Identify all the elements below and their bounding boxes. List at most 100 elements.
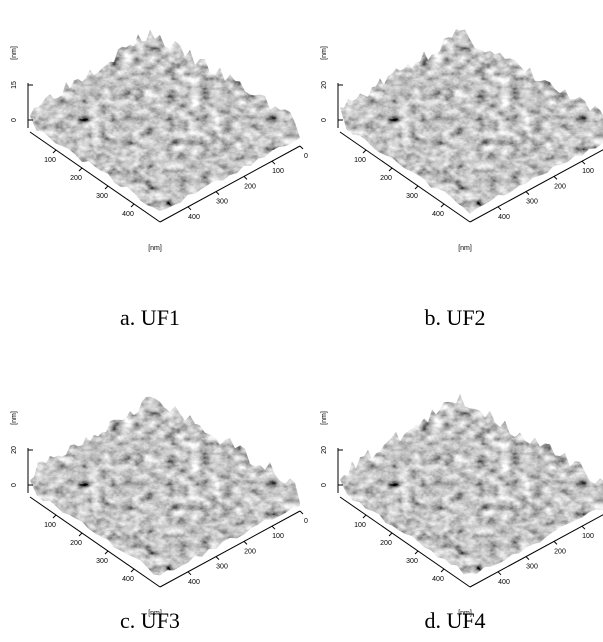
x-tick <box>52 514 57 519</box>
caption: d. UF4 <box>424 608 485 633</box>
z-tick-label: 0 <box>321 118 328 122</box>
y-tick-label: 100 <box>272 533 284 540</box>
y-tick <box>525 556 530 560</box>
x-tick <box>440 203 445 208</box>
z-tick-label: 0 <box>11 118 18 122</box>
z-unit: [nm] <box>321 46 328 60</box>
y-tick-label: 300 <box>526 199 538 206</box>
y-tick <box>581 160 586 165</box>
x-tick-label: 400 <box>432 211 444 218</box>
caption: a. UF1 <box>120 305 180 330</box>
y-tick-label: 200 <box>554 183 566 190</box>
axis <box>29 496 161 588</box>
axis <box>159 145 301 223</box>
afm-panel: 15 0 [nm] 100 200 300 400 0 100 200 300 400 [nm] <box>11 29 308 252</box>
x-tick-label: 300 <box>406 193 418 200</box>
x-tick-label: 200 <box>380 175 392 182</box>
caption: b. UF2 <box>424 305 485 330</box>
y-tick-label: 300 <box>526 564 538 571</box>
z-unit: [nm] <box>11 46 18 60</box>
xy-unit: [nm] <box>148 245 162 252</box>
x-tick-label: 200 <box>380 540 392 547</box>
z-tick-label: 20 <box>321 446 328 454</box>
y-tick-label: 400 <box>498 214 510 221</box>
surface <box>340 29 603 214</box>
x-tick <box>388 532 393 537</box>
x-tick <box>388 167 393 172</box>
surface <box>340 394 603 575</box>
y-tick-label: 400 <box>188 214 200 221</box>
y-tick-label: 200 <box>554 548 566 555</box>
x-tick <box>440 568 445 573</box>
y-tick <box>215 191 220 195</box>
z-unit: [nm] <box>11 411 18 425</box>
x-tick <box>362 514 367 519</box>
y-tick-label: 300 <box>216 199 228 206</box>
x-tick-label: 300 <box>406 558 418 565</box>
y-tick <box>187 571 192 576</box>
x-tick-label: 400 <box>122 576 134 583</box>
y-tick-label: 100 <box>582 533 594 540</box>
y-tick <box>553 176 558 180</box>
x-tick <box>104 185 109 190</box>
y-tick <box>271 160 276 165</box>
x-tick <box>130 203 135 208</box>
xy-unit: [nm] <box>458 245 472 252</box>
x-tick <box>130 568 135 573</box>
x-tick-label: 300 <box>96 193 108 200</box>
surface <box>30 396 300 576</box>
y-tick-label: 200 <box>244 183 256 190</box>
y-tick <box>497 571 502 576</box>
z-tick-label: 20 <box>321 81 328 89</box>
x-tick <box>362 149 367 154</box>
z-unit: [nm] <box>321 411 328 425</box>
x-tick <box>78 167 83 172</box>
xy-unit: [nm] <box>148 610 162 617</box>
z-tick-label: 0 <box>11 483 18 487</box>
y-tick <box>215 556 220 560</box>
x-tick <box>104 550 109 555</box>
z-tick-label: 20 <box>11 446 18 454</box>
x-tick <box>414 185 419 190</box>
y-tick-label: 200 <box>244 548 256 555</box>
y-tick-label: 400 <box>188 579 200 586</box>
y-tick <box>187 206 192 211</box>
x-tick-label: 300 <box>96 558 108 565</box>
axis <box>339 496 471 588</box>
y-tick <box>243 541 248 545</box>
surface <box>30 29 300 212</box>
axis <box>159 510 301 588</box>
axis <box>469 149 603 223</box>
axis <box>339 131 471 223</box>
x-tick <box>78 532 83 537</box>
xy-unit: [nm] <box>458 610 472 617</box>
y-tick-label: 0 <box>304 518 308 525</box>
y-tick <box>299 145 304 150</box>
y-tick <box>271 525 276 530</box>
y-tick-label: 400 <box>498 579 510 586</box>
x-tick-label: 200 <box>70 540 82 547</box>
y-tick <box>581 525 586 530</box>
x-tick-label: 100 <box>44 522 56 529</box>
z-tick-label: 15 <box>11 81 18 89</box>
y-tick-label: 100 <box>272 168 284 175</box>
x-tick-label: 100 <box>44 157 56 164</box>
y-tick-label: 0 <box>304 153 308 160</box>
y-tick <box>299 510 304 515</box>
x-tick-label: 200 <box>70 175 82 182</box>
caption: c. UF3 <box>120 608 180 633</box>
x-tick-label: 400 <box>122 211 134 218</box>
x-tick-label: 400 <box>432 576 444 583</box>
y-tick-label: 300 <box>216 564 228 571</box>
x-tick <box>414 550 419 555</box>
x-tick-label: 100 <box>354 157 366 164</box>
axis <box>29 131 161 223</box>
z-tick-label: 0 <box>321 483 328 487</box>
y-tick <box>497 206 502 211</box>
axis <box>469 514 603 588</box>
y-tick <box>553 541 558 545</box>
